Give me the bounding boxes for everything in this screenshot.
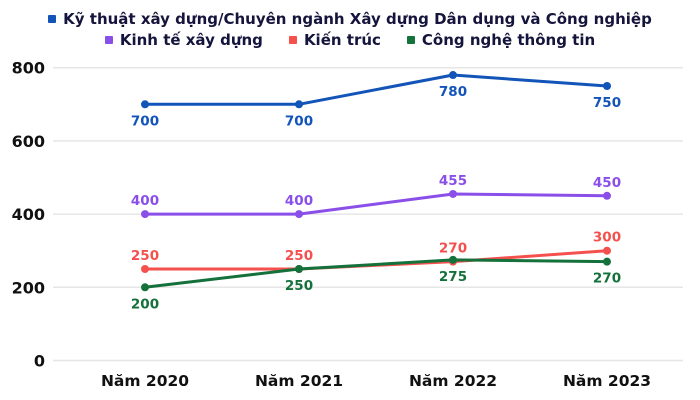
series-line xyxy=(143,192,609,216)
legend-marker-icon xyxy=(406,36,415,44)
data-point-label: 200 xyxy=(131,296,159,312)
legend-row-2: Kinh tế xây dựng Kiến trúc Công nghệ thô… xyxy=(104,31,596,49)
x-axis-tick-label: Năm 2021 xyxy=(255,372,343,390)
legend-label: Kiến trúc xyxy=(303,31,381,49)
data-point-label: 270 xyxy=(593,271,621,287)
data-point-label: 250 xyxy=(285,248,313,264)
data-point xyxy=(449,255,457,264)
data-point xyxy=(295,210,303,219)
data-point-label: 270 xyxy=(439,241,467,257)
data-point-label: 700 xyxy=(131,113,159,129)
legend-label: Công nghệ thông tin xyxy=(421,31,596,49)
series-line xyxy=(143,73,609,106)
legend-label: Kinh tế xây dựng xyxy=(119,31,263,49)
data-point-label: 250 xyxy=(285,278,313,294)
legend-item-kinh-te-xay-dung: Kinh tế xây dựng xyxy=(104,31,263,49)
legend-item-kien-truc: Kiến trúc xyxy=(288,31,381,49)
data-point xyxy=(603,246,611,255)
y-axis-tick-label: 800 xyxy=(12,59,45,78)
x-axis-tick-label: Năm 2022 xyxy=(409,372,497,390)
data-point xyxy=(603,257,611,266)
data-point xyxy=(295,100,303,109)
data-point-label: 300 xyxy=(593,230,621,246)
data-point xyxy=(603,82,611,90)
data-point xyxy=(141,283,149,292)
data-point-label: 455 xyxy=(439,173,467,189)
data-point-label: 400 xyxy=(131,193,159,209)
data-point xyxy=(449,189,457,198)
legend-marker-icon xyxy=(288,36,297,44)
y-axis-tick-label: 0 xyxy=(34,352,45,371)
data-point xyxy=(449,71,457,80)
data-point-label: 700 xyxy=(285,113,313,129)
x-axis-tick-label: Năm 2020 xyxy=(101,372,189,390)
data-point-label: 750 xyxy=(593,95,621,111)
data-point-label: 450 xyxy=(593,175,621,191)
data-point xyxy=(295,265,303,273)
y-axis-tick-label: 600 xyxy=(12,132,45,151)
legend-item-cong-nghe-thong-tin: Công nghệ thông tin xyxy=(406,31,596,49)
legend-label: Kỹ thuật xây dựng/Chuyên ngành Xây dựng … xyxy=(63,10,652,28)
y-axis-tick-label: 200 xyxy=(12,278,45,297)
legend-row-1: Kỹ thuật xây dựng/Chuyên ngành Xây dựng … xyxy=(48,10,652,28)
data-point xyxy=(141,100,149,109)
data-point xyxy=(141,210,149,219)
legend-marker-icon xyxy=(48,15,57,23)
chart-legend: Kỹ thuật xây dựng/Chuyên ngành Xây dựng … xyxy=(0,10,700,49)
legend-item-ky-thuat-xay-dung: Kỹ thuật xây dựng/Chuyên ngành Xây dựng … xyxy=(48,10,652,28)
data-point-label: 250 xyxy=(131,248,159,264)
y-axis-tick-label: 400 xyxy=(12,205,45,224)
data-point-label: 275 xyxy=(439,269,467,285)
x-axis-tick-label: Năm 2023 xyxy=(563,372,651,390)
data-point-label: 780 xyxy=(439,84,467,100)
series-line xyxy=(143,258,609,289)
data-point xyxy=(141,265,149,273)
legend-marker-icon xyxy=(104,36,113,44)
data-point xyxy=(603,191,611,200)
data-point-label: 400 xyxy=(285,193,313,209)
